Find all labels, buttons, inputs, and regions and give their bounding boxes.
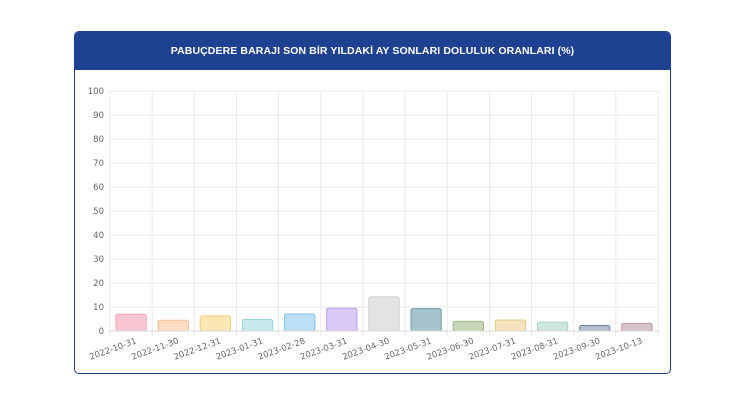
y-tick-label: 0 (99, 327, 104, 337)
x-tick-label: 2023-10-13 (594, 336, 644, 362)
y-tick-label: 10 (93, 303, 104, 313)
x-tick-label: 2023-04-30 (341, 336, 391, 362)
y-tick-label: 70 (93, 159, 104, 169)
y-tick-label: 60 (93, 183, 104, 193)
y-tick-label: 90 (93, 111, 104, 121)
bar (115, 313, 147, 332)
bar (199, 315, 232, 332)
bar (621, 322, 653, 332)
bar (452, 320, 484, 332)
chart-card: PABUÇDERE BARAJI SON BİR YILDAKİ AY SONL… (74, 31, 671, 374)
x-tick-label: 2022-12-31 (173, 336, 223, 362)
bar (368, 296, 400, 332)
bar (536, 321, 569, 332)
y-tick-label: 20 (93, 279, 104, 289)
x-tick-label: 2023-08-31 (510, 336, 560, 362)
chart-title: PABUÇDERE BARAJI SON BİR YILDAKİ AY SONL… (75, 32, 670, 70)
bar (494, 319, 527, 332)
x-tick-label: 2023-03-31 (299, 336, 349, 362)
bar (284, 313, 316, 332)
bar (241, 318, 274, 332)
bar-chart: 0 10 20 30 40 50 60 70 80 90 100 2022-10-312022-11-… (88, 87, 659, 363)
x-tick-label: 2023-09-30 (552, 336, 602, 362)
bar (326, 307, 358, 332)
y-tick-label: 100 (88, 87, 104, 97)
y-tick-label: 80 (93, 135, 104, 145)
x-tick-label: 2023-01-31 (215, 336, 265, 362)
x-tick-label: 2022-11-30 (130, 336, 180, 362)
chart-area: 0 10 20 30 40 50 60 70 80 90 100 2022-10-31 2022-11-… (75, 70, 670, 373)
x-tick-label: 2023-06-30 (425, 336, 475, 362)
y-tick-label: 50 (93, 207, 104, 217)
x-tick-label: 2023-07-31 (468, 336, 518, 362)
x-tick-label: 2022-10-31 (88, 336, 138, 362)
bar (157, 319, 189, 332)
x-tick-label: 2023-05-31 (383, 336, 433, 362)
bar (410, 308, 442, 332)
bar (579, 324, 611, 332)
x-tick-label: 2023-02-28 (257, 336, 307, 362)
y-tick-label: 40 (93, 231, 104, 241)
y-tick-label: 30 (93, 255, 104, 265)
